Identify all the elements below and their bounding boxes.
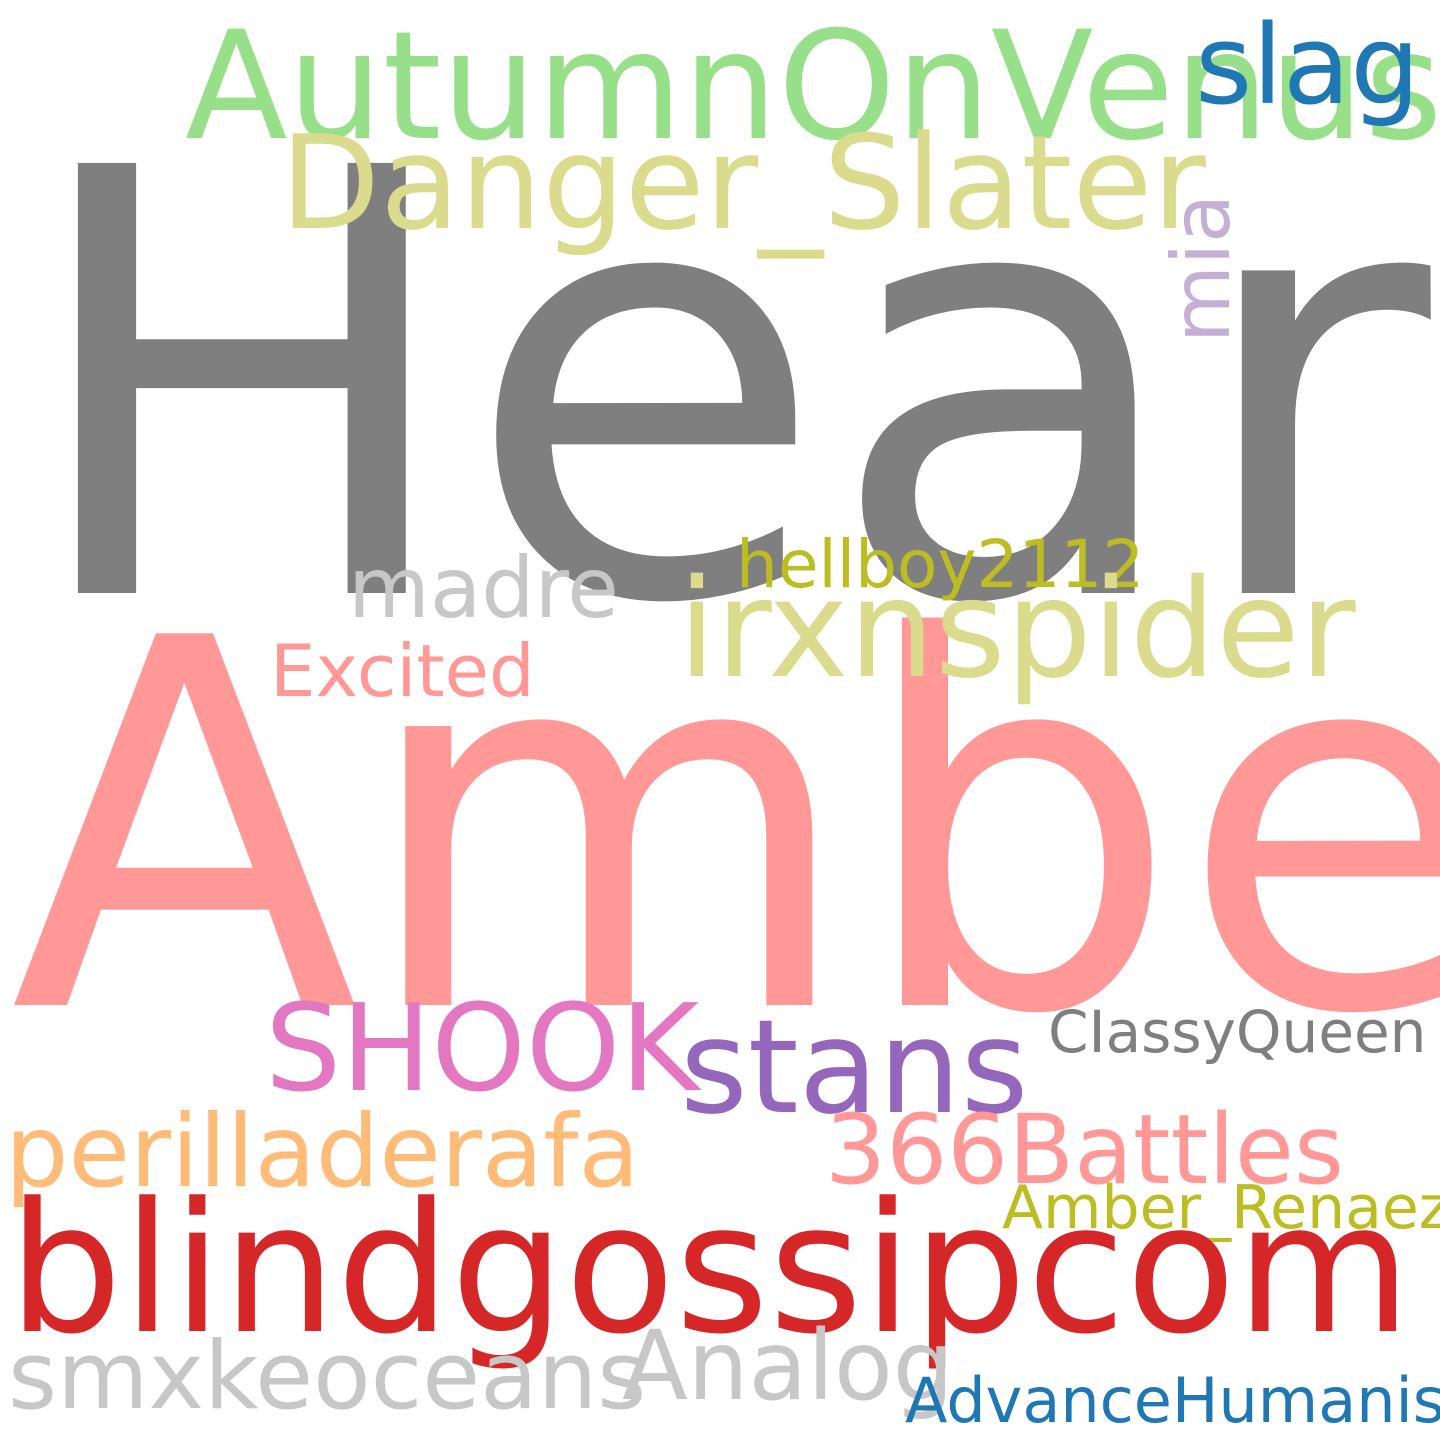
word-perilladerafa: perilladerafa xyxy=(5,1093,640,1210)
word-danger-slater: Danger_Slater xyxy=(280,107,1206,259)
word-shook: SHOOK xyxy=(265,980,700,1119)
word-366battles: 366Battles xyxy=(825,1094,1344,1206)
word-amber: Amber xyxy=(10,533,1440,1126)
word-amber-renaez: Amber_Renaez xyxy=(1002,1173,1440,1243)
word-madre: madre xyxy=(348,539,619,637)
word-classyqueen: CIassyQueen xyxy=(1048,998,1427,1066)
word-analog: Analog xyxy=(622,1310,954,1422)
word-blindgossipcom: blindgossipcom xyxy=(8,1165,1412,1374)
word-heard: Heard xyxy=(20,46,1440,733)
word-autumnonvenus: AutumnOnVenus xyxy=(185,0,1440,174)
word-mia: mia xyxy=(1155,193,1248,343)
word-excited: Excited xyxy=(270,629,535,713)
word-hellboy2112: hellboy2112 xyxy=(736,526,1145,603)
word-smxkeoceans: smxkeoceans xyxy=(8,1322,647,1431)
word-advancehumanism: AdvanceHumanism xyxy=(905,1364,1440,1437)
word-slag: slag xyxy=(1195,1,1421,129)
word-irxnspider: irxnspider xyxy=(678,551,1356,709)
word-stans: stans xyxy=(680,991,1029,1143)
